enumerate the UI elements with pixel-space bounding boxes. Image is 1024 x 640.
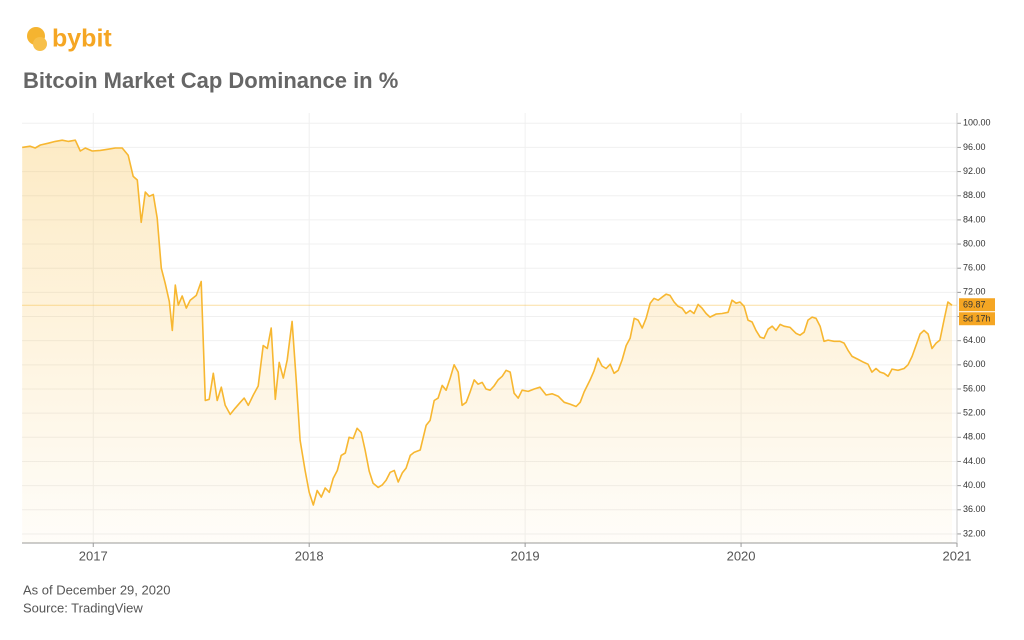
footnote: As of December 29, 2020 [23, 582, 170, 597]
y-tick-label: 52.00 [963, 408, 986, 418]
y-tick-label: 32.00 [963, 528, 986, 538]
y-tick-label: 80.00 [963, 238, 986, 248]
countdown-box [959, 312, 995, 326]
y-tick-label: 36.00 [963, 504, 986, 514]
y-tick-label: 76.00 [963, 263, 986, 273]
chart-title: Bitcoin Market Cap Dominance in % [23, 68, 398, 93]
y-tick-label: 84.00 [963, 214, 986, 224]
current-value-box [959, 298, 995, 312]
y-tick-label: 44.00 [963, 456, 986, 466]
y-tick-label: 100.00 [963, 118, 991, 128]
source: Source: TradingView [23, 600, 143, 615]
y-tick-label: 88.00 [963, 190, 986, 200]
area-fill [22, 140, 952, 543]
logo-text: bybit [52, 25, 112, 53]
y-tick-label: 40.00 [963, 480, 986, 490]
y-tick-label: 60.00 [963, 359, 986, 369]
y-tick-label: 64.00 [963, 335, 986, 345]
x-tick-label: 2020 [727, 548, 756, 563]
y-tick-label: 92.00 [963, 166, 986, 176]
y-tick-label: 56.00 [963, 383, 986, 393]
x-tick-label: 2017 [79, 548, 108, 563]
y-tick-label: 72.00 [963, 287, 986, 297]
x-tick-label: 2018 [295, 548, 324, 563]
logo-icon [27, 27, 47, 51]
y-tick-label: 96.00 [963, 142, 986, 152]
x-tick-label: 2019 [511, 548, 540, 563]
line [22, 139, 953, 506]
y-tick-label: 48.00 [963, 432, 986, 442]
current-value-label: 69.87 [963, 300, 986, 310]
x-tick-label: 2021 [943, 548, 972, 563]
countdown-label: 5d 17h [963, 314, 991, 324]
